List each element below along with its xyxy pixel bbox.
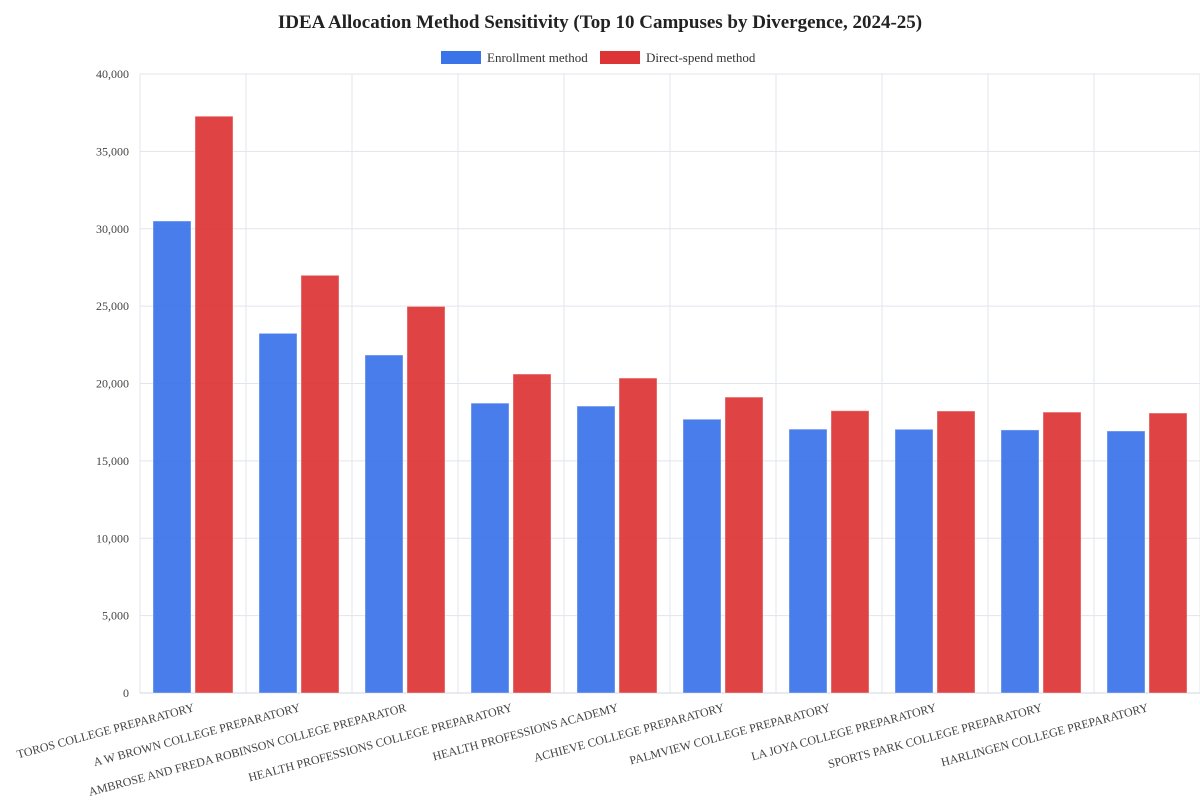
bar-enrollment[interactable]: [1106, 430, 1146, 694]
bar-direct-spend[interactable]: [406, 305, 446, 694]
legend-label-direct-spend[interactable]: Direct-spend method: [646, 50, 756, 65]
y-tick-label: 20,000: [96, 377, 129, 391]
bar-enrollment[interactable]: [894, 428, 934, 694]
bar-direct-spend[interactable]: [830, 410, 870, 694]
bar-enrollment[interactable]: [152, 220, 192, 694]
x-tick-label: HARLINGEN COLLEGE PREPARATORY: [939, 700, 1150, 769]
bar-direct-spend[interactable]: [618, 377, 658, 694]
legend-swatch-enrollment: [441, 51, 481, 64]
y-tick-label: 25,000: [96, 299, 129, 313]
legend-swatch-direct-spend: [600, 51, 640, 64]
legend-label-enrollment[interactable]: Enrollment method: [487, 50, 588, 65]
bar-enrollment[interactable]: [364, 354, 404, 694]
bar-direct-spend[interactable]: [936, 410, 976, 694]
x-tick-label: PALMVIEW COLLEGE PREPARATORY: [628, 700, 832, 767]
y-tick-label: 10,000: [96, 531, 129, 545]
bar-enrollment[interactable]: [576, 405, 616, 694]
bar-enrollment[interactable]: [788, 428, 828, 694]
bar-direct-spend[interactable]: [194, 115, 234, 694]
bar-direct-spend[interactable]: [1042, 411, 1082, 694]
bar-enrollment[interactable]: [682, 418, 722, 694]
bar-direct-spend[interactable]: [724, 396, 764, 694]
y-tick-label: 35,000: [96, 144, 129, 158]
y-tick-label: 30,000: [96, 222, 129, 236]
y-tick-label: 0: [123, 686, 129, 700]
bar-direct-spend[interactable]: [1148, 412, 1188, 694]
y-tick-label: 5,000: [102, 609, 129, 623]
bar-enrollment[interactable]: [470, 402, 510, 694]
bar-enrollment[interactable]: [1000, 429, 1040, 694]
chart-title: IDEA Allocation Method Sensitivity (Top …: [278, 12, 922, 33]
bar-direct-spend[interactable]: [300, 274, 340, 694]
y-tick-label: 15,000: [96, 454, 129, 468]
x-tick-label: HEALTH PROFESSIONS ACADEMY: [431, 700, 620, 763]
legend[interactable]: Enrollment method Direct-spend method: [441, 50, 756, 65]
bar-enrollment[interactable]: [258, 332, 298, 694]
y-tick-label: 40,000: [96, 67, 129, 81]
bar-direct-spend[interactable]: [512, 373, 552, 694]
